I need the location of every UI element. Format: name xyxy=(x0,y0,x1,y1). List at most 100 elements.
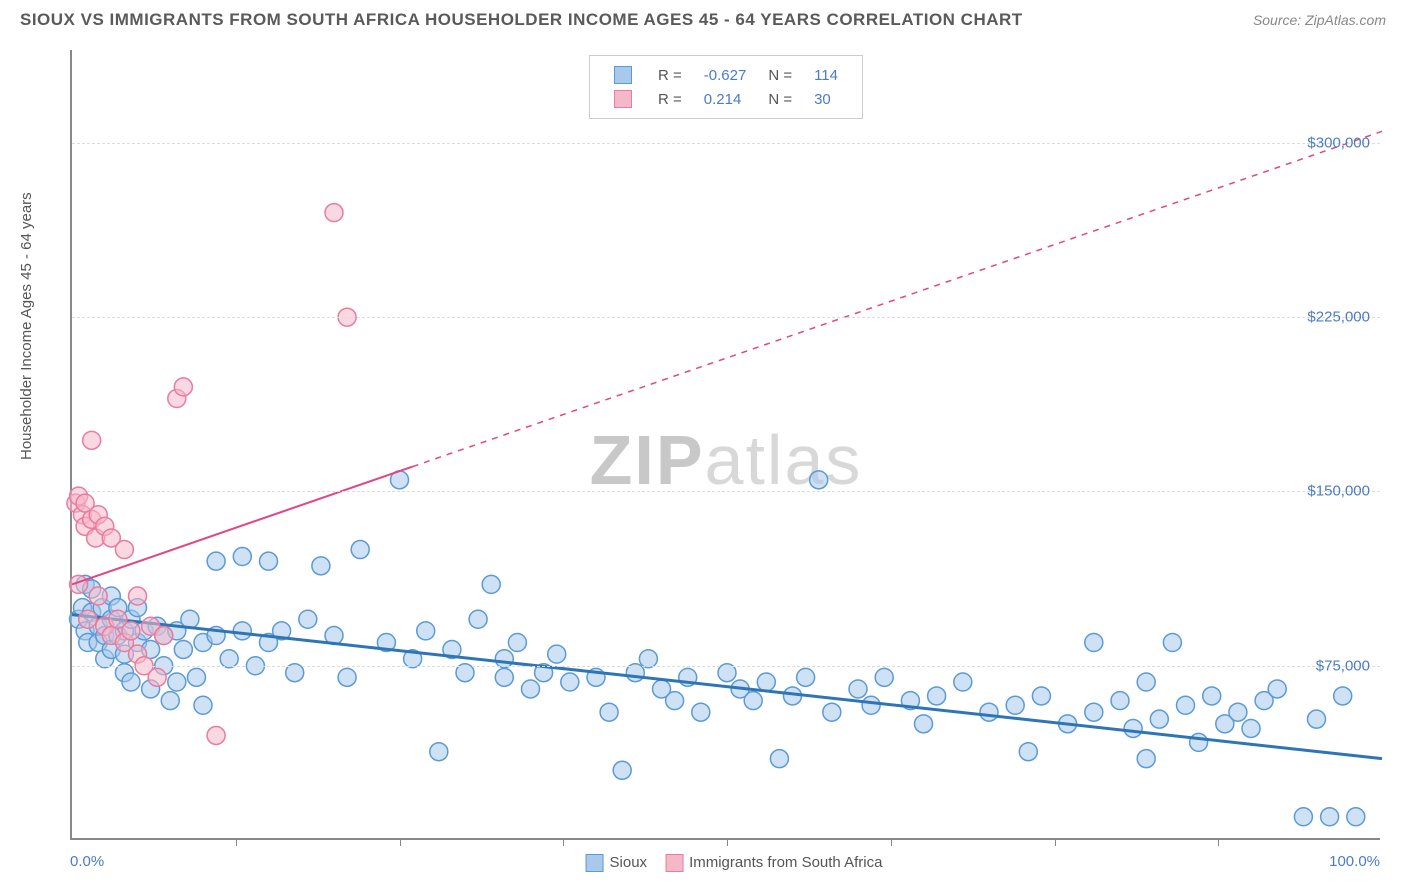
data-point xyxy=(875,668,893,686)
x-tick xyxy=(400,838,401,846)
legend-swatch xyxy=(665,854,683,872)
data-point xyxy=(312,557,330,575)
x-tick xyxy=(1218,838,1219,846)
data-point xyxy=(1032,687,1050,705)
data-point xyxy=(89,587,107,605)
x-tick xyxy=(727,838,728,846)
data-point xyxy=(1085,634,1103,652)
data-point xyxy=(613,761,631,779)
data-point xyxy=(1137,673,1155,691)
data-point xyxy=(430,743,448,761)
data-point xyxy=(1334,687,1352,705)
data-point xyxy=(692,703,710,721)
data-point xyxy=(849,680,867,698)
data-point xyxy=(1006,696,1024,714)
trend-line xyxy=(72,467,413,585)
data-point xyxy=(122,673,140,691)
legend-correlation: R =-0.627N =114R =0.214N =30 xyxy=(589,55,863,119)
data-point xyxy=(469,610,487,628)
data-point xyxy=(79,610,97,628)
data-point xyxy=(1268,680,1286,698)
data-point xyxy=(207,726,225,744)
data-point xyxy=(325,204,343,222)
data-point xyxy=(187,668,205,686)
legend-label: Sioux xyxy=(610,854,648,871)
data-point xyxy=(122,622,140,640)
data-point xyxy=(148,668,166,686)
y-tick-label: $150,000 xyxy=(1307,483,1370,500)
data-point xyxy=(915,715,933,733)
data-point xyxy=(1308,710,1326,728)
data-point xyxy=(155,627,173,645)
data-point xyxy=(1019,743,1037,761)
x-tick xyxy=(236,838,237,846)
data-point xyxy=(207,552,225,570)
data-point xyxy=(482,575,500,593)
data-point xyxy=(351,541,369,559)
x-tick xyxy=(1055,838,1056,846)
data-point xyxy=(83,431,101,449)
legend-label: Immigrants from South Africa xyxy=(689,854,882,871)
data-point xyxy=(260,552,278,570)
chart-svg xyxy=(72,50,1380,838)
data-point xyxy=(233,622,251,640)
legend-table: R =-0.627N =114R =0.214N =30 xyxy=(602,62,850,112)
data-point xyxy=(522,680,540,698)
gridline xyxy=(72,491,1380,492)
data-point xyxy=(1085,703,1103,721)
data-point xyxy=(174,378,192,396)
x-tick xyxy=(563,838,564,846)
data-point xyxy=(129,587,147,605)
data-point xyxy=(757,673,775,691)
data-point xyxy=(417,622,435,640)
y-tick-label: $75,000 xyxy=(1316,657,1370,674)
data-point xyxy=(1137,750,1155,768)
data-point xyxy=(233,548,251,566)
data-point xyxy=(548,645,566,663)
data-point xyxy=(1229,703,1247,721)
data-point xyxy=(1242,719,1260,737)
data-point xyxy=(1111,692,1129,710)
data-point xyxy=(954,673,972,691)
data-point xyxy=(115,541,133,559)
data-point xyxy=(862,696,880,714)
data-point xyxy=(823,703,841,721)
data-point xyxy=(1163,634,1181,652)
legend-series: Sioux Immigrants from South Africa xyxy=(568,854,883,872)
data-point xyxy=(770,750,788,768)
data-point xyxy=(600,703,618,721)
data-point xyxy=(561,673,579,691)
data-point xyxy=(174,640,192,658)
data-point xyxy=(1124,719,1142,737)
data-point xyxy=(1190,733,1208,751)
data-point xyxy=(1294,808,1312,826)
gridline xyxy=(72,143,1380,144)
data-point xyxy=(338,668,356,686)
data-point xyxy=(928,687,946,705)
data-point xyxy=(1150,710,1168,728)
y-tick-label: $225,000 xyxy=(1307,309,1370,326)
legend-swatch xyxy=(614,66,632,84)
legend-row: R =0.214N =30 xyxy=(604,88,848,110)
chart-title: SIOUX VS IMMIGRANTS FROM SOUTH AFRICA HO… xyxy=(20,10,1023,30)
y-axis-label: Householder Income Ages 45 - 64 years xyxy=(18,192,35,460)
x-tick xyxy=(891,838,892,846)
x-axis-max-label: 100.0% xyxy=(1329,853,1380,870)
gridline xyxy=(72,666,1380,667)
data-point xyxy=(1321,808,1339,826)
legend-row: R =-0.627N =114 xyxy=(604,64,848,86)
data-point xyxy=(495,668,513,686)
data-point xyxy=(168,673,186,691)
legend-swatch xyxy=(586,854,604,872)
data-point xyxy=(980,703,998,721)
plot-area: ZIPatlas R =-0.627N =114R =0.214N =30 $7… xyxy=(70,50,1380,840)
data-point xyxy=(1347,808,1365,826)
y-tick-label: $300,000 xyxy=(1307,134,1370,151)
data-point xyxy=(1177,696,1195,714)
data-point xyxy=(1203,687,1221,705)
legend-swatch xyxy=(614,90,632,108)
trend-line xyxy=(72,615,1382,759)
data-point xyxy=(299,610,317,628)
data-point xyxy=(797,668,815,686)
trend-line-dashed xyxy=(413,131,1382,466)
